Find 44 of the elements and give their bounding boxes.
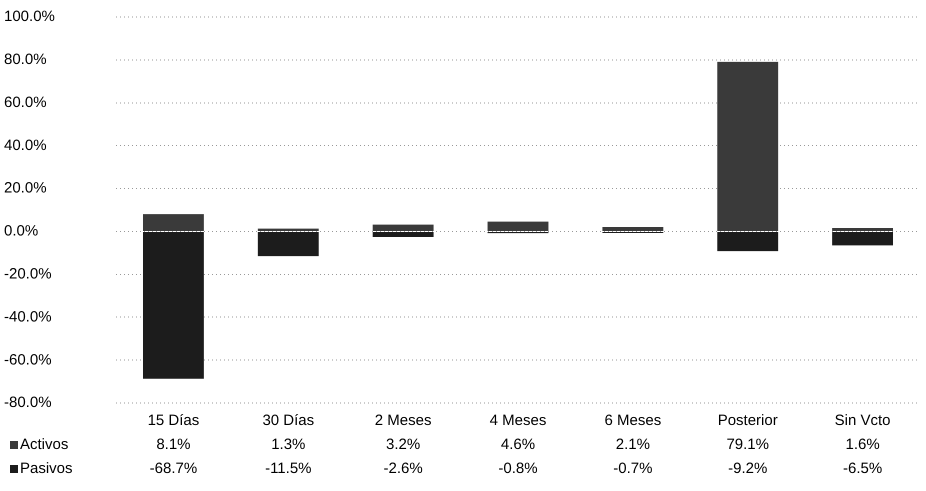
x-tick-label: 6 Meses	[604, 412, 662, 430]
y-tick-label: 80.0%	[4, 51, 47, 68]
y-tick-label: 0.0%	[4, 222, 38, 240]
data-label: -9.2%	[728, 460, 768, 478]
bar	[717, 232, 778, 252]
bar	[488, 222, 548, 231]
legend-label: Activos	[20, 436, 68, 454]
bar	[372, 224, 434, 231]
y-tick-label: 60.0%	[4, 94, 47, 111]
data-label: 2.1%	[616, 436, 650, 454]
y-tick-label: -20.0%	[4, 265, 52, 282]
data-label: 1.6%	[845, 436, 880, 454]
y-tick-label: 40.0%	[4, 136, 47, 154]
y-tick-label: 100.0%	[4, 8, 55, 26]
y-tick-label: -80.0%	[4, 394, 52, 412]
data-label: 8.1%	[156, 436, 191, 454]
data-label: -0.8%	[498, 460, 538, 478]
y-tick-label: 20.0%	[4, 180, 47, 197]
bar	[717, 62, 778, 231]
data-label: -0.7%	[613, 460, 652, 478]
y-tick-label: -60.0%	[4, 351, 52, 368]
data-label: -11.5%	[265, 460, 312, 478]
data-label: -6.5%	[842, 460, 882, 478]
bar	[832, 228, 894, 231]
data-label: -68.7%	[150, 460, 198, 478]
bar	[258, 232, 319, 256]
bar	[142, 232, 204, 379]
y-tick-label: -40.0%	[4, 308, 52, 326]
legend-label: Pasivos	[20, 460, 73, 478]
x-tick-label: 2 Meses	[374, 412, 432, 430]
data-label: 4.6%	[500, 436, 536, 454]
x-tick-label: Posterior	[718, 412, 778, 430]
x-tick-label: 30 Días	[262, 412, 314, 430]
x-tick-label: 4 Meses	[490, 412, 546, 430]
data-label: 1.3%	[271, 436, 306, 454]
data-label: -2.6%	[384, 460, 423, 478]
bar	[372, 232, 434, 238]
data-label: 79.1%	[726, 436, 769, 454]
bar	[142, 214, 204, 231]
x-tick-label: 15 Días	[148, 412, 200, 430]
x-tick-label: Sin Vcto	[834, 412, 891, 430]
data-label: 3.2%	[386, 436, 420, 454]
bar	[602, 226, 664, 231]
bar	[832, 232, 894, 246]
